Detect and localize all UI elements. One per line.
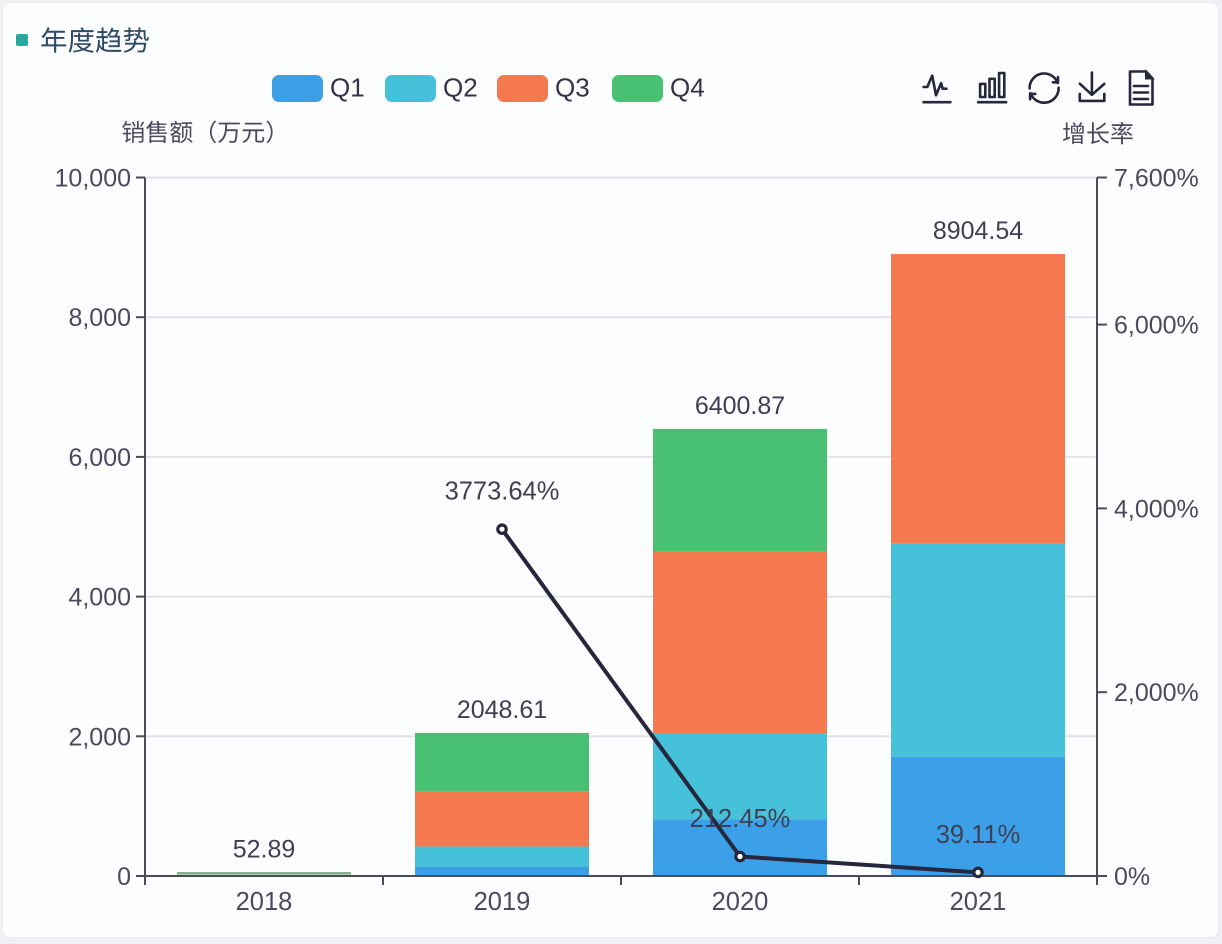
svg-text:2048.61: 2048.61	[457, 696, 547, 724]
svg-text:2020: 2020	[712, 888, 769, 916]
svg-text:0%: 0%	[1114, 863, 1150, 891]
svg-text:2,000: 2,000	[68, 723, 131, 751]
svg-text:Q3: Q3	[555, 73, 590, 103]
svg-text:Q1: Q1	[330, 73, 365, 103]
svg-text:8,000: 8,000	[68, 304, 131, 332]
svg-text:4,000%: 4,000%	[1114, 495, 1199, 523]
svg-text:39.11%: 39.11%	[936, 821, 1021, 849]
svg-text:7,600%: 7,600%	[1114, 165, 1199, 193]
svg-text:52.89: 52.89	[233, 835, 296, 863]
svg-text:2021: 2021	[950, 888, 1007, 916]
svg-text:2018: 2018	[236, 888, 293, 916]
svg-text:8904.54: 8904.54	[933, 217, 1023, 245]
svg-text:3773.64%: 3773.64%	[445, 478, 560, 506]
svg-text:2019: 2019	[474, 888, 531, 916]
svg-text:4,000: 4,000	[68, 584, 131, 612]
svg-text:Q4: Q4	[670, 73, 705, 103]
svg-text:6,000%: 6,000%	[1114, 312, 1199, 340]
svg-text:6,000: 6,000	[68, 444, 131, 472]
svg-text:2,000%: 2,000%	[1114, 679, 1199, 707]
svg-text:212.45%: 212.45%	[690, 805, 791, 833]
svg-text:10,000: 10,000	[55, 165, 131, 193]
svg-text:0: 0	[117, 863, 131, 891]
svg-text:6400.87: 6400.87	[695, 392, 785, 420]
svg-text:Q2: Q2	[443, 73, 478, 103]
